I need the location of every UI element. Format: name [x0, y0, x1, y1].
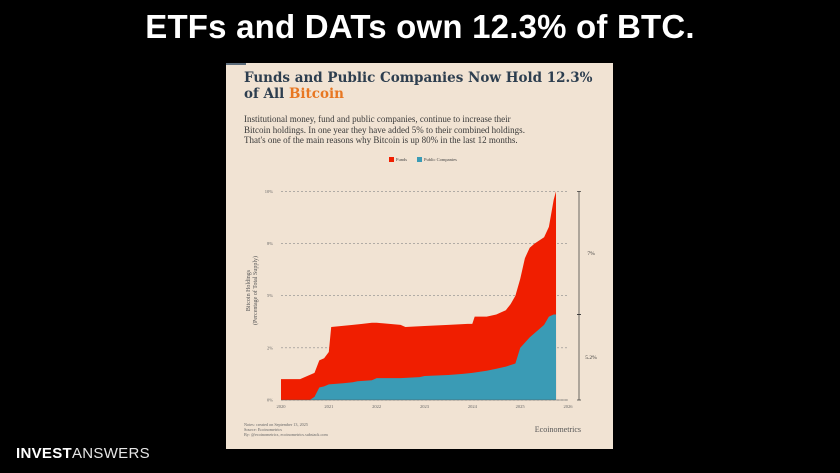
- y-tick-label: 5%: [267, 293, 273, 298]
- chart-title-main: Funds and Public Companies Now Hold 12.3…: [244, 70, 593, 86]
- x-tick-label: 2024: [468, 404, 478, 409]
- y-tick-label: 8%: [267, 241, 273, 246]
- funds-area: [281, 191, 557, 400]
- subtitle-line: Bitcoin holdings. In one year they have …: [244, 124, 525, 135]
- chart-title-accent: Bitcoin: [288, 86, 344, 102]
- y-tick-label: 2%: [267, 345, 273, 350]
- area-chart: 0% 2% 5% 8% 10% 2020 2021 2022 2023 2024 2025 2026 B…: [246, 157, 597, 409]
- y-axis-label-units: (Percentage of Total Supply): [252, 256, 259, 325]
- chart-title-prefix: of All: [244, 86, 289, 102]
- legend-label-public-companies: Public Companies: [424, 157, 457, 162]
- legend-label-funds: Funds: [396, 157, 407, 162]
- chart-subtitle: Institutional money, fund and public com…: [244, 114, 604, 146]
- brand-label: Ecoinometrics: [534, 425, 581, 434]
- y-tick-label: 0%: [267, 398, 273, 403]
- investanswers-logo: INVESTANSWERS: [16, 445, 150, 462]
- x-tick-label: 2026: [564, 404, 574, 409]
- legend-swatch-funds: [389, 157, 394, 162]
- chart-card: Funds and Public Companies Now Hold 12.3…: [226, 63, 613, 449]
- logo-bold: INVEST: [16, 445, 72, 462]
- chart-notes: Notes: created on September 13, 2025 Sou…: [244, 422, 328, 437]
- subtitle-line: Institutional money, fund and public com…: [244, 114, 511, 124]
- x-tick-label: 2021: [324, 404, 333, 409]
- notes-line: Source: Ecoinometrics: [244, 427, 283, 432]
- x-tick-label: 2023: [420, 404, 430, 409]
- logo-light: ANSWERS: [71, 445, 150, 462]
- annotation-label: 7%: [587, 251, 595, 257]
- chart-title: Funds and Public Companies Now Hold 12.3…: [244, 70, 604, 102]
- public-companies-area: [281, 314, 557, 400]
- card-accent-bar: [226, 63, 246, 65]
- legend-swatch-public-companies: [417, 157, 422, 162]
- y-tick-label: 10%: [265, 189, 274, 194]
- notes-line: By: @ecoinometrics, ecoinometrics.substa…: [244, 432, 328, 437]
- slide-title: ETFs and DATs own 12.3% of BTC.: [145, 8, 695, 45]
- x-tick-label: 2025: [516, 404, 526, 409]
- subtitle-line: That's one of the main reasons why Bitco…: [244, 135, 518, 145]
- annotation-label: 5.2%: [585, 355, 597, 361]
- x-tick-label: 2020: [277, 404, 287, 409]
- notes-line: Notes: created on September 13, 2025: [244, 422, 308, 427]
- y-axis-label: Bitcoin Holdings: [246, 269, 252, 311]
- x-tick-label: 2022: [372, 404, 381, 409]
